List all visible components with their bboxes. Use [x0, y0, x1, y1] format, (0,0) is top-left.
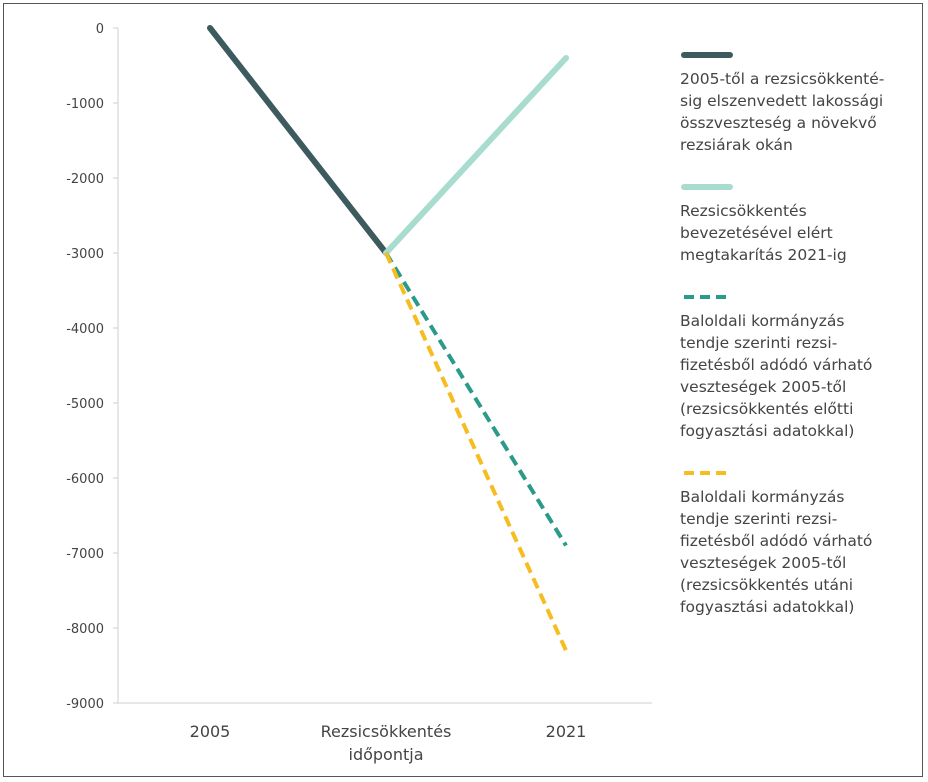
- legend-item-4: Baloldali kormányzás tendje szerinti rez…: [680, 464, 918, 618]
- legend-swatch: [680, 464, 918, 482]
- chart-frame: [3, 3, 923, 777]
- legend-item-1: 2005-től a rezsicsökkenté- sig elszenved…: [680, 46, 918, 156]
- y-tick-label: -7000: [66, 547, 104, 562]
- series-line-3: [384, 251, 568, 547]
- legend-label: Baloldali kormányzás tendje szerinti rez…: [680, 312, 873, 440]
- y-tick-label: 0: [96, 22, 104, 37]
- y-tick-label: -5000: [66, 397, 104, 412]
- legend-item-2: Rezsicsökkentés bevezetésével elért megt…: [680, 178, 918, 266]
- legend-swatch: [680, 288, 918, 306]
- chart-legend: 2005-től a rezsicsökkenté- sig elszenved…: [680, 46, 918, 640]
- y-tick-label: -1000: [66, 97, 104, 112]
- legend-item-3: Baloldali kormányzás tendje szerinti rez…: [680, 288, 918, 442]
- y-tick-label: -3000: [66, 247, 104, 262]
- y-tick-label: -6000: [66, 472, 104, 487]
- x-tick-label: 2021: [546, 722, 587, 741]
- legend-label: Rezsicsökkentés bevezetésével elért megt…: [680, 202, 847, 264]
- y-tick-label: -9000: [66, 697, 104, 712]
- series-line-4: [384, 252, 568, 652]
- x-tick-label: Rezsicsökkentés időpontja: [321, 722, 452, 764]
- y-tick-label: -4000: [66, 322, 104, 337]
- series-line-1: [207, 25, 389, 256]
- legend-swatch: [680, 46, 918, 64]
- y-tick-label: -8000: [66, 622, 104, 637]
- series-line-2: [383, 55, 569, 256]
- legend-label: Baloldali kormányzás tendje szerinti rez…: [680, 488, 873, 616]
- x-tick-label: 2005: [190, 722, 231, 741]
- legend-swatch: [680, 178, 918, 196]
- y-tick-label: -2000: [66, 172, 104, 187]
- legend-label: 2005-től a rezsicsökkenté- sig elszenved…: [680, 70, 885, 154]
